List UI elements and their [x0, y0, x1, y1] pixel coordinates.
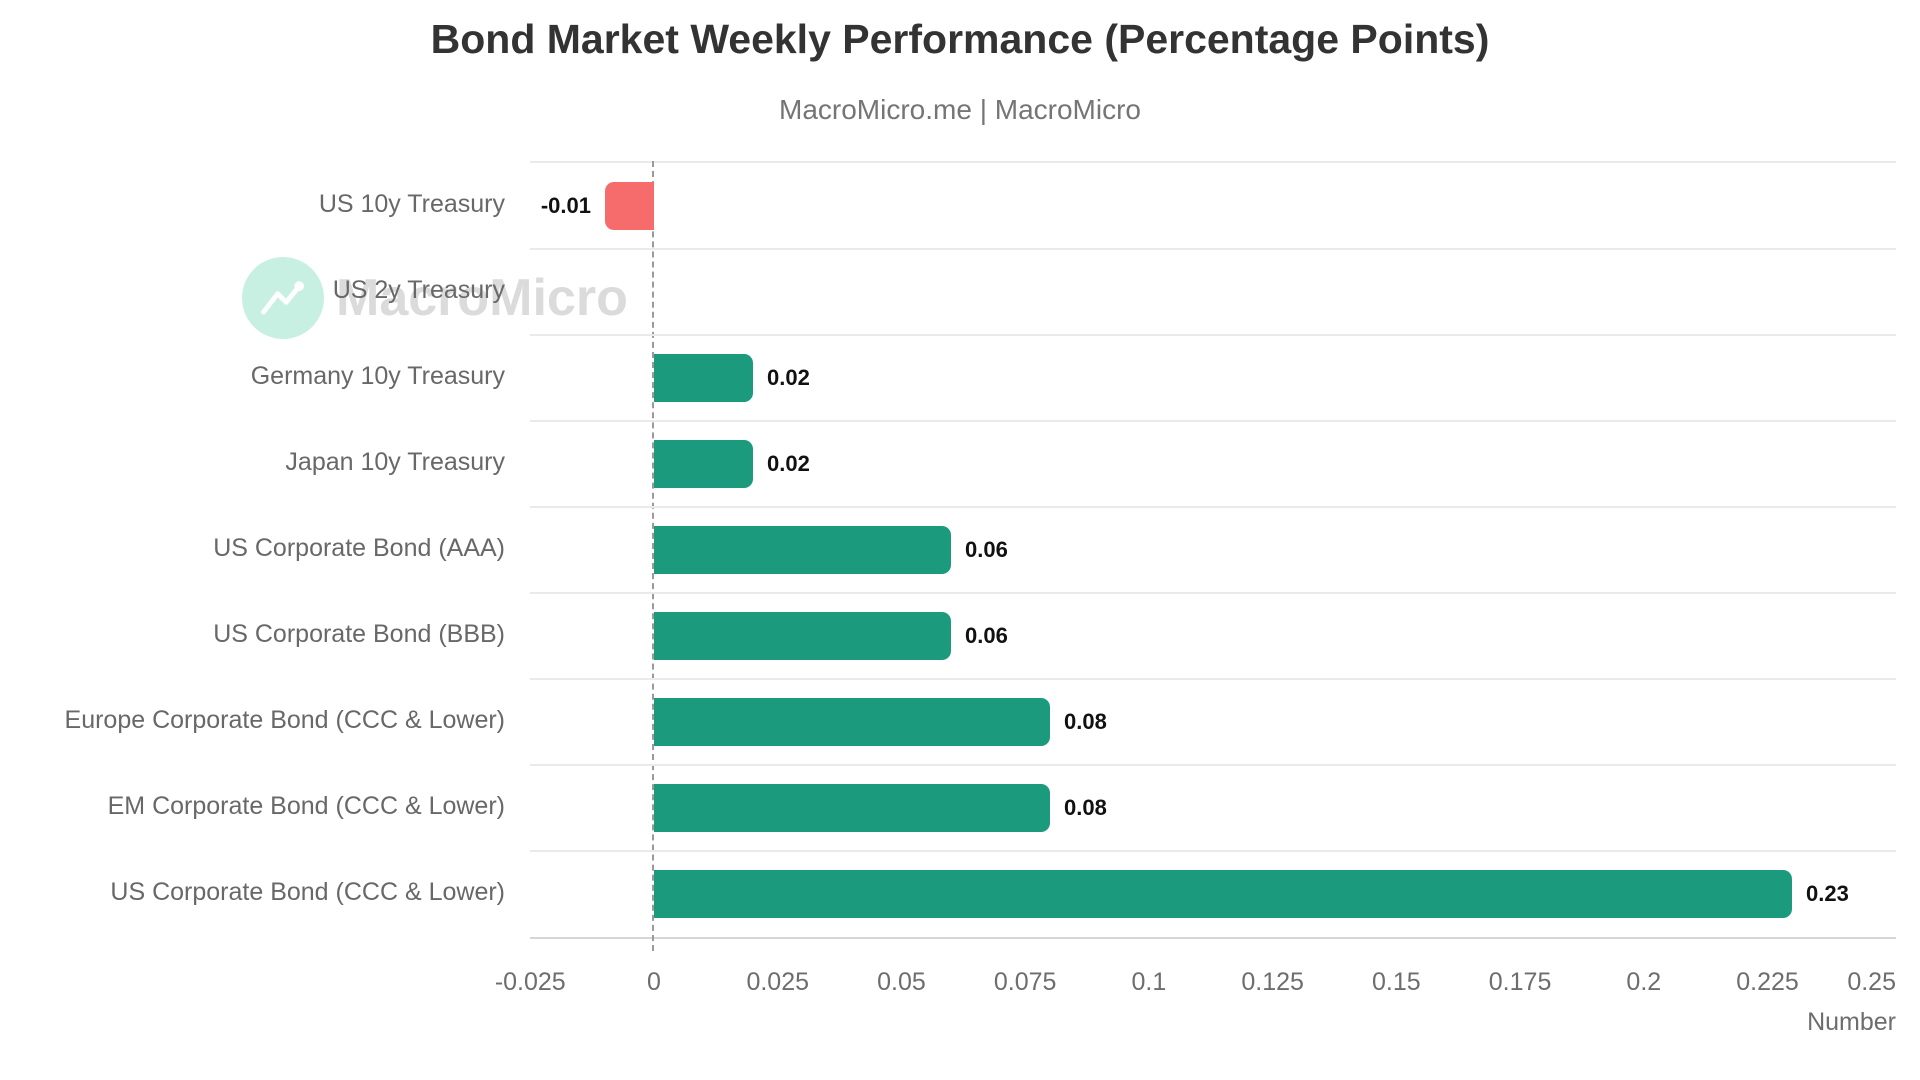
value-label: 0.02 — [767, 365, 810, 390]
bar — [654, 612, 951, 660]
x-tick-label: -0.025 — [494, 968, 566, 996]
value-label: -0.01 — [540, 193, 591, 218]
plot-area: -0.01 0.02 0.02 0.06 0.06 0.08 0.08 0.23 — [530, 161, 1896, 951]
zero-dashed-line — [652, 161, 654, 951]
row-separator — [530, 334, 1896, 336]
value-label: 0.23 — [1806, 881, 1849, 906]
category-label: Europe Corporate Bond (CCC & Lower) — [64, 706, 505, 734]
value-label: 0.06 — [965, 623, 1008, 648]
x-tick-label: 0.2 — [1626, 968, 1662, 996]
bar — [605, 182, 654, 230]
x-tick-label: 0.05 — [877, 968, 926, 996]
row-separator — [530, 850, 1896, 852]
x-tick-label: 0.1 — [1131, 968, 1167, 996]
row-separator — [530, 248, 1896, 250]
x-axis-title: Number — [1807, 1008, 1896, 1036]
x-tick-label: 0.125 — [1241, 968, 1304, 996]
chart-subtitle: MacroMicro.me | MacroMicro — [779, 94, 1141, 125]
x-tick-label: 0 — [647, 968, 661, 996]
bar — [654, 784, 1050, 832]
x-tick-label: 0.025 — [746, 968, 809, 996]
x-tick-label: 0.25 — [1847, 968, 1896, 996]
category-label: US Corporate Bond (AAA) — [213, 534, 505, 562]
category-label: EM Corporate Bond (CCC & Lower) — [107, 792, 505, 820]
value-label: 0.08 — [1064, 795, 1107, 820]
bar — [654, 440, 753, 488]
category-label: Germany 10y Treasury — [250, 362, 505, 390]
category-label: US 10y Treasury — [318, 190, 505, 218]
bar — [654, 870, 1792, 918]
x-tick-label: 0.15 — [1372, 968, 1421, 996]
x-tick-label: 0.175 — [1488, 968, 1552, 996]
bar — [654, 698, 1050, 746]
value-label: 0.02 — [767, 451, 810, 476]
bar — [654, 526, 951, 574]
category-label: US 2y Treasury — [332, 276, 505, 304]
value-label: 0.08 — [1064, 709, 1107, 734]
row-separator — [530, 420, 1896, 422]
category-label: Japan 10y Treasury — [285, 448, 505, 476]
category-label: US Corporate Bond (CCC & Lower) — [110, 878, 505, 906]
category-axis: US 10y Treasury US 2y Treasury Germany 10y… — [0, 161, 505, 935]
row-separator — [530, 678, 1896, 680]
x-axis: -0.025 0 0.025 0.05 0.075 0.1 0.125 0.15 0.175 0.… — [495, 966, 1896, 1000]
x-tick-label: 0.225 — [1736, 968, 1799, 996]
bar — [654, 354, 753, 402]
row-separator — [530, 592, 1896, 594]
value-label: 0.06 — [965, 537, 1008, 562]
category-label: US Corporate Bond (BBB) — [213, 620, 505, 648]
row-separator — [530, 506, 1896, 508]
row-separator — [530, 764, 1896, 766]
x-tick-label: 0.075 — [993, 968, 1057, 996]
chart-title: Bond Market Weekly Performance (Percenta… — [430, 16, 1490, 62]
